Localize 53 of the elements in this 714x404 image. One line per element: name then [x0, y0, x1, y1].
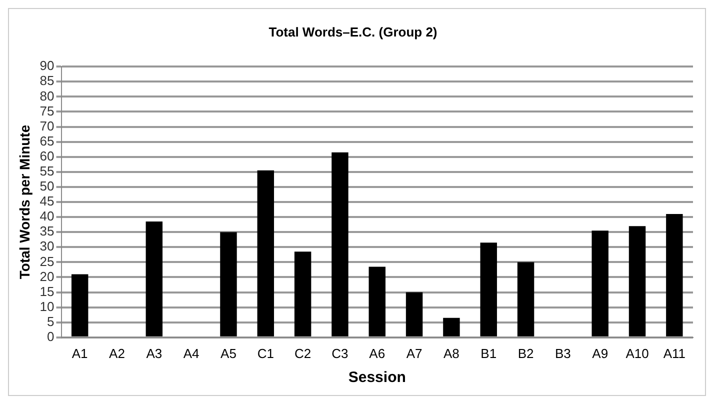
y-tick-label: 60: [40, 148, 54, 164]
y-tick-label: 75: [40, 103, 54, 118]
x-tick-label: A1: [72, 346, 88, 361]
y-tick-label: 90: [40, 58, 54, 74]
x-tick-label: A11: [663, 346, 686, 361]
bar: [220, 232, 237, 336]
y-tick-label: 0: [47, 328, 54, 344]
y-tick-label: 85: [40, 73, 54, 88]
x-tick-label: A5: [220, 346, 236, 361]
x-tick-label: B1: [480, 346, 497, 361]
x-tick-label: C3: [332, 346, 348, 361]
bar: [368, 266, 386, 336]
y-tick-label: 30: [40, 238, 54, 254]
y-tick-label: 70: [40, 118, 54, 134]
bar: [517, 262, 534, 336]
y-tick-label: 80: [40, 88, 54, 104]
bar: [480, 242, 497, 336]
x-tick-label: A2: [109, 346, 125, 361]
y-tick-label: 55: [40, 163, 54, 178]
y-tick-label: 50: [40, 178, 54, 194]
y-tick-label: 35: [40, 224, 54, 239]
y-axis-title: Total Words per Minute: [16, 124, 32, 280]
bar: [443, 318, 460, 336]
y-tick-label: 10: [40, 298, 54, 314]
bar: [332, 152, 348, 336]
x-tick-label: C1: [257, 346, 274, 361]
x-tick-label: A3: [146, 346, 162, 361]
y-tick-label: 25: [40, 254, 54, 269]
x-tick-label: B3: [554, 346, 571, 361]
y-tick-label: 40: [40, 208, 54, 224]
x-axis-title: Session: [348, 369, 406, 386]
y-tick-label: 20: [40, 268, 54, 284]
bar: [257, 170, 274, 336]
y-tick-label: 65: [40, 133, 54, 148]
x-tick-label: B2: [518, 346, 534, 361]
bar: [406, 292, 423, 336]
y-tick-label: 45: [40, 194, 54, 209]
y-tick-label: 15: [40, 284, 54, 299]
chart-title: Total Words–E.C. (Group 2): [268, 24, 438, 40]
bar: [592, 230, 608, 336]
y-tick-label: 5: [47, 314, 54, 329]
x-tick-label: A4: [183, 346, 200, 361]
bar: [146, 222, 163, 336]
bar: [666, 214, 683, 336]
x-tick-label: A7: [406, 346, 422, 361]
x-tick-label: A6: [369, 346, 386, 361]
bar: [71, 274, 88, 336]
x-tick-label: A9: [592, 346, 608, 361]
x-tick-label: A8: [444, 346, 460, 361]
x-tick-label: C2: [294, 346, 312, 361]
x-tick-label: A10: [626, 346, 649, 361]
bar: [294, 252, 312, 336]
bar: [628, 226, 646, 336]
